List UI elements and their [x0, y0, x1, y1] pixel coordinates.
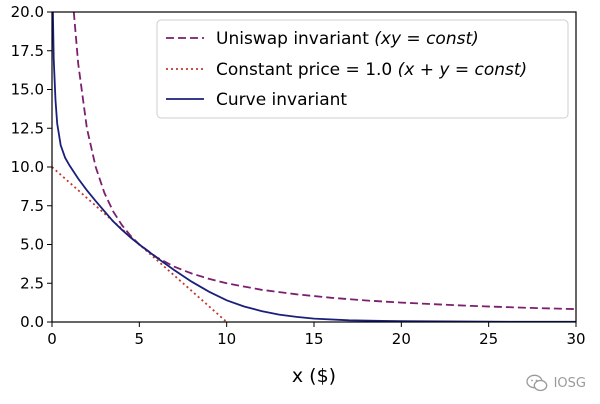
y-tick-label: 2.5: [20, 274, 44, 292]
y-tick-label: 12.5: [11, 119, 44, 137]
y-tick-label: 15.0: [11, 81, 44, 99]
wechat-icon: [525, 374, 547, 392]
series-line-uniswap-invariant: [72, 12, 576, 310]
legend-entry-constant-price: Constant price = 1.0 (x + y = const): [166, 60, 527, 80]
y-tick-label: 0.0: [20, 313, 44, 331]
watermark-text: IOSG: [553, 375, 586, 391]
y-axis: 0.0 2.5 5.0 7.5 10.0 12.5 15.0 17.5 20.0: [11, 3, 52, 331]
legend-entry-curve: Curve invariant: [166, 90, 347, 110]
x-tick-label: 10: [217, 330, 236, 348]
y-tick-label: 20.0: [11, 3, 44, 21]
legend-box: [156, 19, 569, 119]
y-tick-label: 7.5: [20, 197, 44, 215]
x-axis: 0 5 10 15 20 25 30: [47, 322, 586, 348]
x-tick-label: 20: [392, 330, 411, 348]
x-tick-label: 0: [47, 330, 57, 348]
legend-label-constant-price: Constant price = 1.0 (x + y = const): [216, 60, 527, 80]
x-tick-label: 5: [135, 330, 145, 348]
x-tick-label: 25: [479, 330, 498, 348]
legend-label-uniswap: Uniswap invariant (xy = const): [216, 29, 479, 49]
x-tick-label: 30: [566, 330, 585, 348]
legend: Uniswap invariant (xy = const) Constant …: [156, 19, 569, 119]
watermark: IOSG: [525, 374, 586, 392]
y-tick-label: 10.0: [11, 158, 44, 176]
series-line-curve-invariant: [52, 12, 576, 322]
legend-label-curve: Curve invariant: [216, 90, 347, 110]
y-tick-label: 17.5: [11, 42, 44, 60]
x-tick-label: 15: [304, 330, 323, 348]
x-axis-label: x ($): [292, 365, 336, 387]
series-layer: [52, 12, 576, 322]
y-tick-label: 5.0: [20, 236, 44, 254]
legend-entry-uniswap: Uniswap invariant (xy = const): [166, 29, 479, 49]
